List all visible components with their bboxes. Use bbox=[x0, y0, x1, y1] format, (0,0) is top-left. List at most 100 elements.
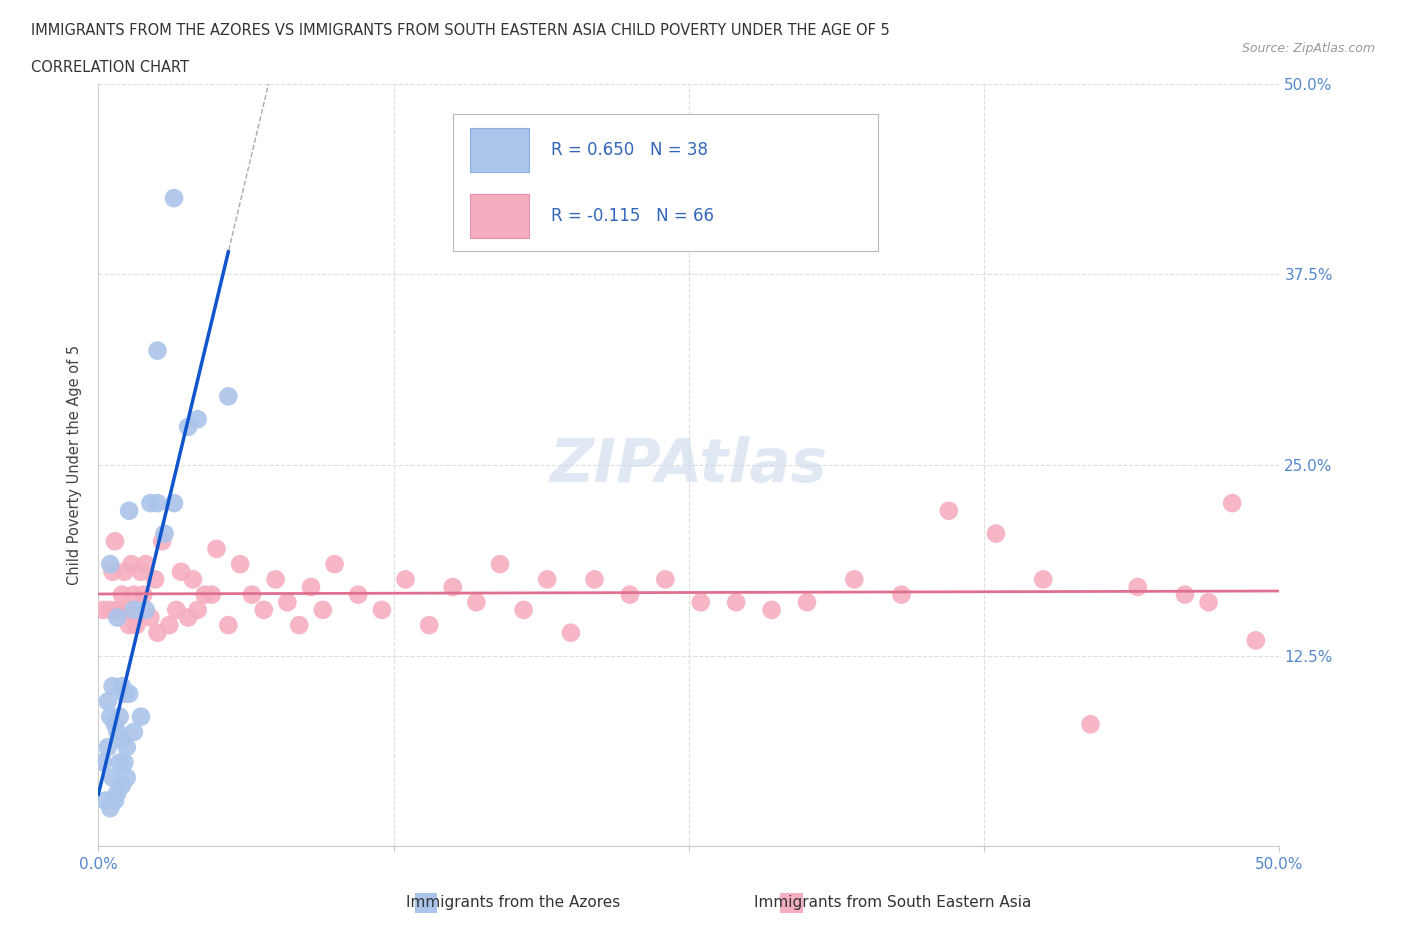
Point bbox=[1244, 633, 1267, 648]
Point bbox=[111, 587, 134, 602]
Point bbox=[91, 603, 114, 618]
Point bbox=[129, 710, 152, 724]
Point bbox=[323, 557, 346, 572]
Point bbox=[312, 603, 335, 618]
Point bbox=[98, 801, 121, 816]
Text: Immigrants from South Eastern Asia: Immigrants from South Eastern Asia bbox=[754, 895, 1032, 910]
Point bbox=[91, 755, 114, 770]
Point bbox=[299, 579, 322, 594]
Point bbox=[163, 496, 186, 511]
Point bbox=[177, 610, 200, 625]
Point bbox=[94, 793, 117, 808]
Point bbox=[229, 557, 252, 572]
Point bbox=[560, 625, 582, 640]
Point bbox=[984, 526, 1007, 541]
Point bbox=[276, 595, 298, 610]
Point bbox=[441, 579, 464, 594]
Point bbox=[111, 777, 134, 792]
Point bbox=[844, 572, 866, 587]
Point bbox=[122, 587, 145, 602]
Point bbox=[187, 412, 209, 427]
Point bbox=[264, 572, 287, 587]
Text: ZIPAtlas: ZIPAtlas bbox=[550, 435, 828, 495]
Point bbox=[418, 618, 440, 632]
Point bbox=[689, 595, 711, 610]
Point bbox=[240, 587, 263, 602]
Point bbox=[194, 587, 217, 602]
Text: Immigrants from the Azores: Immigrants from the Azores bbox=[406, 895, 620, 910]
Point bbox=[112, 686, 135, 701]
Point bbox=[118, 618, 141, 632]
Point bbox=[115, 739, 138, 754]
Point bbox=[1080, 717, 1102, 732]
Point bbox=[146, 625, 169, 640]
Point bbox=[101, 565, 124, 579]
Point bbox=[1032, 572, 1054, 587]
Point bbox=[101, 679, 124, 694]
Point bbox=[371, 603, 394, 618]
Point bbox=[98, 557, 121, 572]
Point bbox=[105, 603, 128, 618]
Point bbox=[118, 686, 141, 701]
Point bbox=[121, 557, 143, 572]
Text: IMMIGRANTS FROM THE AZORES VS IMMIGRANTS FROM SOUTH EASTERN ASIA CHILD POVERTY U: IMMIGRANTS FROM THE AZORES VS IMMIGRANTS… bbox=[31, 23, 890, 38]
Point bbox=[122, 724, 145, 739]
Point bbox=[97, 739, 120, 754]
Point bbox=[104, 793, 127, 808]
Y-axis label: Child Poverty Under the Age of 5: Child Poverty Under the Age of 5 bbox=[67, 345, 83, 585]
Point bbox=[104, 717, 127, 732]
Point bbox=[1198, 595, 1220, 610]
Point bbox=[536, 572, 558, 587]
Point bbox=[163, 191, 186, 206]
Point bbox=[288, 618, 311, 632]
Point bbox=[796, 595, 818, 610]
Point bbox=[394, 572, 416, 587]
Point bbox=[115, 770, 138, 785]
Point bbox=[125, 618, 148, 632]
Point bbox=[253, 603, 276, 618]
Text: Source: ZipAtlas.com: Source: ZipAtlas.com bbox=[1241, 42, 1375, 55]
Point bbox=[135, 557, 157, 572]
Point bbox=[170, 565, 193, 579]
Point bbox=[347, 587, 370, 602]
Point bbox=[111, 679, 134, 694]
Point bbox=[98, 710, 121, 724]
Point bbox=[725, 595, 748, 610]
Point bbox=[139, 496, 162, 511]
Point bbox=[153, 526, 176, 541]
Point bbox=[201, 587, 224, 602]
Point bbox=[101, 770, 124, 785]
Point bbox=[165, 603, 187, 618]
Point bbox=[177, 419, 200, 434]
Point bbox=[108, 710, 131, 724]
Text: CORRELATION CHART: CORRELATION CHART bbox=[31, 60, 188, 75]
Point bbox=[465, 595, 488, 610]
Point bbox=[129, 565, 152, 579]
Point bbox=[122, 603, 145, 618]
Point bbox=[146, 496, 169, 511]
Point bbox=[205, 541, 228, 556]
Point bbox=[112, 755, 135, 770]
Point bbox=[489, 557, 512, 572]
Point bbox=[583, 572, 606, 587]
Point bbox=[115, 603, 138, 618]
Point bbox=[1174, 587, 1197, 602]
Point bbox=[150, 534, 173, 549]
Point bbox=[181, 572, 204, 587]
Point bbox=[105, 786, 128, 801]
Point bbox=[139, 610, 162, 625]
Point bbox=[111, 732, 134, 747]
Point bbox=[217, 618, 239, 632]
Point bbox=[108, 755, 131, 770]
Point bbox=[97, 694, 120, 709]
Point bbox=[98, 603, 121, 618]
Point bbox=[217, 389, 239, 404]
Point bbox=[112, 565, 135, 579]
Point bbox=[1220, 496, 1243, 511]
Point bbox=[157, 618, 180, 632]
Point bbox=[104, 534, 127, 549]
Point bbox=[118, 503, 141, 518]
Point bbox=[1126, 579, 1149, 594]
Point bbox=[105, 610, 128, 625]
Point bbox=[654, 572, 676, 587]
